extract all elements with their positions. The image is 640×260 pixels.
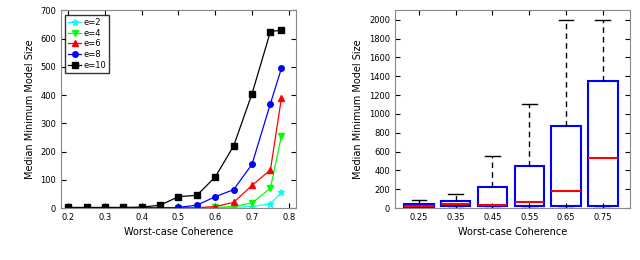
e=6 bbox=[83, 206, 90, 209]
e=6 bbox=[175, 206, 182, 209]
e=6 bbox=[120, 206, 127, 209]
e=6 bbox=[64, 206, 72, 209]
e=4 bbox=[248, 201, 256, 204]
e=4 bbox=[193, 206, 201, 209]
e=4 bbox=[211, 206, 219, 209]
e=8 bbox=[193, 204, 201, 207]
Bar bbox=[441, 201, 470, 206]
e=4 bbox=[120, 206, 127, 209]
e=4 bbox=[175, 206, 182, 209]
e=10 bbox=[267, 30, 275, 33]
e=10 bbox=[248, 92, 256, 95]
e=10 bbox=[175, 195, 182, 198]
e=8 bbox=[230, 188, 237, 191]
Bar bbox=[588, 81, 618, 206]
e=2 bbox=[101, 206, 109, 209]
Y-axis label: Median Minimum Model Size: Median Minimum Model Size bbox=[24, 39, 35, 179]
e=8 bbox=[175, 206, 182, 209]
e=4 bbox=[278, 134, 285, 138]
e=10 bbox=[101, 206, 109, 209]
e=4 bbox=[138, 206, 145, 209]
e=4 bbox=[101, 206, 109, 209]
e=6 bbox=[156, 206, 164, 209]
e=4 bbox=[156, 206, 164, 209]
e=8 bbox=[248, 163, 256, 166]
e=6 bbox=[138, 206, 145, 209]
e=6 bbox=[278, 96, 285, 100]
e=10 bbox=[211, 176, 219, 179]
e=8 bbox=[138, 206, 145, 209]
e=10 bbox=[156, 204, 164, 207]
e=6 bbox=[248, 184, 256, 187]
e=10 bbox=[230, 144, 237, 147]
e=4 bbox=[64, 206, 72, 209]
e=8 bbox=[83, 206, 90, 209]
e=2 bbox=[138, 206, 145, 209]
Line: e=6: e=6 bbox=[65, 95, 284, 211]
Bar bbox=[515, 166, 544, 206]
e=2 bbox=[248, 205, 256, 208]
e=10 bbox=[138, 206, 145, 209]
e=2 bbox=[64, 206, 72, 209]
e=8 bbox=[101, 206, 109, 209]
e=2 bbox=[267, 202, 275, 205]
e=6 bbox=[211, 205, 219, 208]
e=8 bbox=[278, 67, 285, 70]
e=4 bbox=[267, 187, 275, 190]
e=10 bbox=[193, 194, 201, 197]
e=8 bbox=[156, 206, 164, 209]
e=6 bbox=[267, 168, 275, 171]
e=8 bbox=[120, 206, 127, 209]
e=2 bbox=[175, 206, 182, 209]
e=6 bbox=[230, 201, 237, 204]
e=2 bbox=[211, 206, 219, 209]
e=8 bbox=[64, 206, 72, 209]
Legend: e=2, e=4, e=6, e=8, e=10: e=2, e=4, e=6, e=8, e=10 bbox=[65, 15, 109, 73]
Line: e=8: e=8 bbox=[65, 66, 284, 211]
Bar bbox=[478, 187, 507, 206]
e=8 bbox=[211, 195, 219, 198]
e=4 bbox=[83, 206, 90, 209]
Line: e=2: e=2 bbox=[65, 189, 285, 211]
e=2 bbox=[230, 206, 237, 209]
e=2 bbox=[193, 206, 201, 209]
X-axis label: Worst-case Coherence: Worst-case Coherence bbox=[124, 228, 233, 237]
e=8 bbox=[267, 102, 275, 105]
Bar bbox=[551, 126, 580, 206]
e=2 bbox=[120, 206, 127, 209]
e=4 bbox=[230, 205, 237, 208]
X-axis label: Worst-case Coherence: Worst-case Coherence bbox=[458, 228, 567, 237]
e=6 bbox=[101, 206, 109, 209]
e=10 bbox=[83, 206, 90, 209]
e=10 bbox=[120, 206, 127, 209]
e=2 bbox=[83, 206, 90, 209]
Y-axis label: Median Minimum Model Size: Median Minimum Model Size bbox=[353, 39, 364, 179]
Bar bbox=[404, 204, 434, 207]
Line: e=10: e=10 bbox=[65, 27, 284, 210]
Line: e=4: e=4 bbox=[65, 133, 284, 211]
e=10 bbox=[278, 29, 285, 32]
e=2 bbox=[278, 191, 285, 194]
e=10 bbox=[64, 206, 72, 209]
e=2 bbox=[156, 206, 164, 209]
e=6 bbox=[193, 206, 201, 209]
